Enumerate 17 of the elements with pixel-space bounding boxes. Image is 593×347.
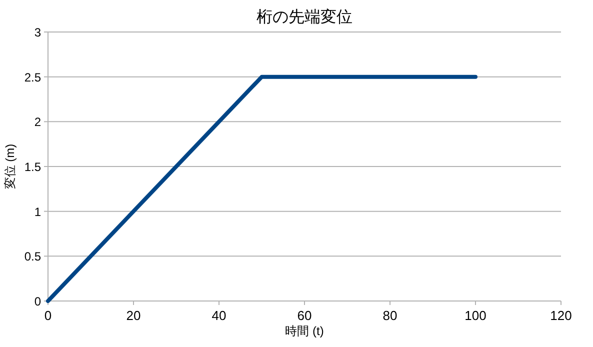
y-tick-label: 1.5 — [24, 160, 42, 174]
chart-title: 桁の先端変位 — [256, 8, 352, 26]
y-tick-label: 1 — [34, 204, 42, 219]
x-tick-label: 120 — [550, 308, 572, 323]
y-tick-label: 2 — [34, 115, 42, 130]
x-tick-label: 20 — [126, 308, 141, 323]
x-tick-label: 40 — [212, 308, 226, 323]
y-tick-label: 0 — [34, 294, 42, 308]
y-tick-label: 0.5 — [24, 250, 42, 264]
y-tick-label: 3 — [34, 26, 42, 40]
x-tick-label: 100 — [464, 308, 486, 323]
y-axis-title: 変位 (m) — [3, 144, 17, 190]
x-tick-label: 60 — [297, 308, 312, 323]
y-tick-label: 2.5 — [24, 70, 42, 84]
x-tick-label: 80 — [382, 308, 398, 323]
x-axis-title: 時間 (t) — [285, 324, 324, 338]
x-tick-label: 0 — [44, 308, 52, 323]
